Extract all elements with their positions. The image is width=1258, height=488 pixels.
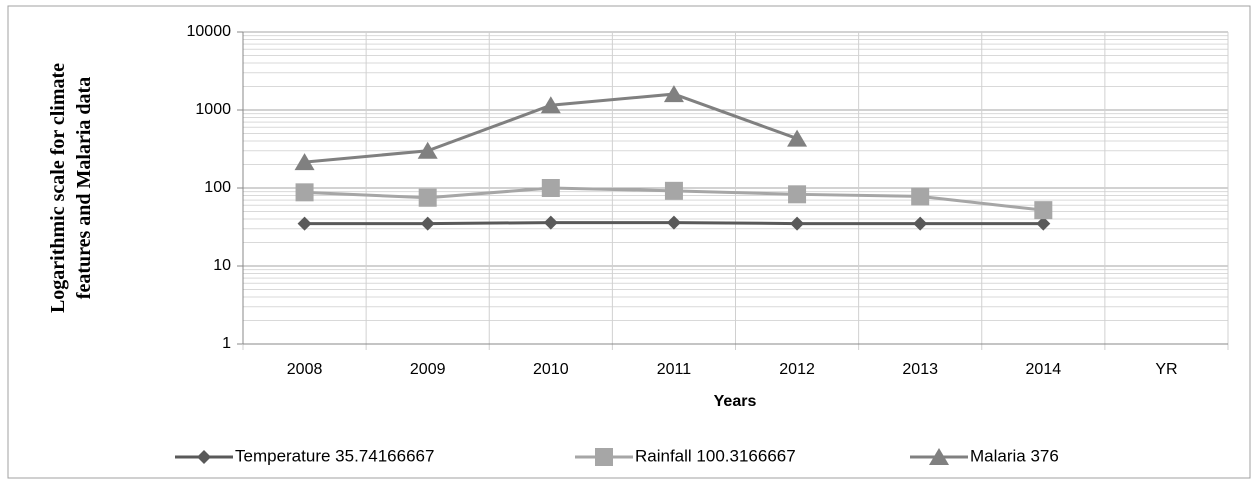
- marker: [666, 215, 681, 230]
- legend-label: Rainfall 100.3166667: [635, 446, 796, 465]
- marker: [788, 185, 807, 204]
- y-tick-label: 1: [222, 335, 231, 352]
- y-tick-label: 1000: [195, 101, 231, 118]
- y-tick-label: 10: [213, 257, 231, 274]
- x-axis-label: Years: [714, 393, 757, 410]
- x-tick-label: 2013: [902, 361, 938, 378]
- marker: [1034, 201, 1053, 220]
- marker: [790, 216, 805, 231]
- marker: [420, 216, 435, 231]
- marker: [911, 187, 930, 206]
- marker: [540, 96, 561, 114]
- x-tick-label: 2009: [410, 361, 446, 378]
- marker: [664, 181, 683, 200]
- chart-border: [7, 5, 1251, 479]
- legend-marker: [929, 448, 949, 465]
- marker: [543, 215, 558, 230]
- y-tick-label: 10000: [187, 23, 232, 40]
- x-tick-label: YR: [1155, 361, 1177, 378]
- legend-marker: [197, 450, 211, 464]
- legend-marker: [595, 448, 613, 466]
- legend-label: Temperature 35.74166667: [235, 446, 434, 465]
- marker: [297, 216, 312, 231]
- marker: [417, 141, 438, 159]
- x-tick-label: 2014: [1026, 361, 1062, 378]
- x-tick-label: 2010: [533, 361, 569, 378]
- marker: [663, 85, 684, 103]
- marker: [787, 129, 808, 147]
- marker: [541, 179, 560, 197]
- marker: [295, 183, 314, 202]
- x-tick-label: 2011: [657, 361, 692, 378]
- marker: [418, 188, 437, 207]
- y-tick-label: 100: [204, 179, 231, 196]
- legend-label: Malaria 376: [970, 446, 1059, 465]
- x-tick-label: 2008: [287, 361, 323, 378]
- marker: [1036, 216, 1051, 231]
- x-tick-label: 2012: [779, 361, 815, 378]
- marker: [294, 153, 315, 171]
- marker: [913, 216, 928, 231]
- y-axis-label: Logarithmic scale for climate features an…: [47, 63, 95, 313]
